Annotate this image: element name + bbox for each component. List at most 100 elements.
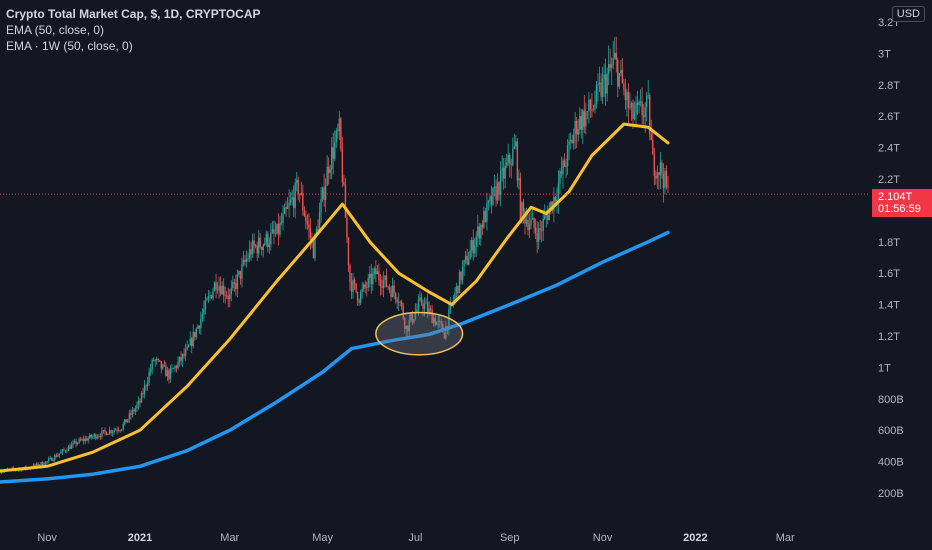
candle-body [245,259,248,262]
candle-body [321,187,324,200]
candle-body [419,297,421,301]
chart-title[interactable]: Crypto Total Market Cap, $, 1D, CRYPTOCA… [6,7,261,21]
candle-body [381,285,383,288]
candle-body [210,295,213,299]
candle-body [610,64,613,68]
price-axis[interactable]: 3.2T3T2.8T2.6T2.4T2.2T2T1.8T1.6T1.4T1.2T… [878,17,904,500]
candle-body [236,274,239,289]
candle-body [37,463,39,466]
ema-daily-line [0,122,670,473]
candle-body [331,147,333,170]
candle-body [656,172,659,179]
candle-body [486,202,488,223]
candle-body [54,455,56,460]
candle-body [320,199,322,213]
candle-body [358,300,360,303]
candle-body [244,259,246,262]
candle-body [617,59,619,87]
candle-body [492,187,494,205]
candle-body [163,364,166,366]
candle-body [425,302,427,304]
y-tick-label: 200B [878,488,904,500]
candle-body [612,58,614,65]
candle-body [553,196,555,211]
candle-body [440,321,442,325]
currency-badge[interactable]: USD [891,6,925,22]
candle-body [595,84,598,104]
candle-body [78,439,80,443]
candle-body [461,266,464,280]
ema-daily-legend[interactable]: EMA (50, close, 0) [6,23,105,37]
candle-body [490,196,493,205]
candle-body [439,320,441,322]
candle-body [554,196,557,202]
candle-body [569,139,572,142]
candle-body [525,220,528,224]
highlight-ellipse[interactable] [375,311,464,356]
candle-body [149,369,152,373]
candle-body [264,243,266,245]
candle-body [367,277,369,288]
candle-body [664,170,666,188]
candle-body [624,89,627,101]
ema-weekly-legend[interactable]: EMA · 1W (50, close, 0) [6,39,133,53]
candle-body [633,113,636,119]
time-axis[interactable]: Nov 2021 Mar May Jul Sep Nov 2022 Mar [37,532,795,544]
candle-body [230,288,232,294]
candle-body [327,166,330,174]
candle-body [133,410,135,412]
candle-body [469,250,471,260]
candle-body [192,331,194,346]
candle-body [396,299,398,303]
candle-body [128,413,131,420]
candle-body [393,285,395,293]
candle-body [38,464,41,466]
candle-body [224,295,226,296]
candle-body [572,134,575,144]
candle-body [592,108,595,110]
candle-body [512,149,514,165]
candle-body [332,147,334,159]
candle-body [195,328,197,338]
candle-body [180,356,182,361]
candle-body [639,101,642,103]
candle-body [417,300,420,310]
y-tick-label: 2.4T [878,143,900,155]
candle-body [139,400,141,403]
candle-body [604,74,607,94]
candle-body [661,162,663,174]
candle-body [641,101,643,116]
candle-body [218,286,220,291]
candle-body [262,244,264,250]
candle-body [467,259,470,265]
y-tick-label: 600B [878,425,904,437]
candle-body [114,429,117,431]
candle-body [647,95,649,96]
candle-body [47,458,50,462]
candle-body [134,408,137,412]
candle-body [90,434,92,438]
candle-body [652,139,654,155]
candle-body [542,218,544,231]
candle-body [215,282,217,290]
candle-body [431,310,433,324]
candle-body [146,382,149,386]
candle-body [227,296,229,299]
candle-body [429,308,432,311]
candle-body [84,438,86,442]
candle-body [480,224,482,239]
candle-body [382,280,385,288]
plot-area[interactable] [0,36,870,484]
candle-body [253,240,255,246]
candle-body [299,193,301,195]
candle-body [597,84,599,86]
candle-body [306,221,309,225]
candle-body [72,442,74,445]
candle-body [89,434,91,439]
candle-body [544,215,546,219]
candle-body [399,301,401,303]
candle-body [51,457,53,461]
candle-body [539,228,541,230]
last-price-value: 2.104T [878,191,913,204]
